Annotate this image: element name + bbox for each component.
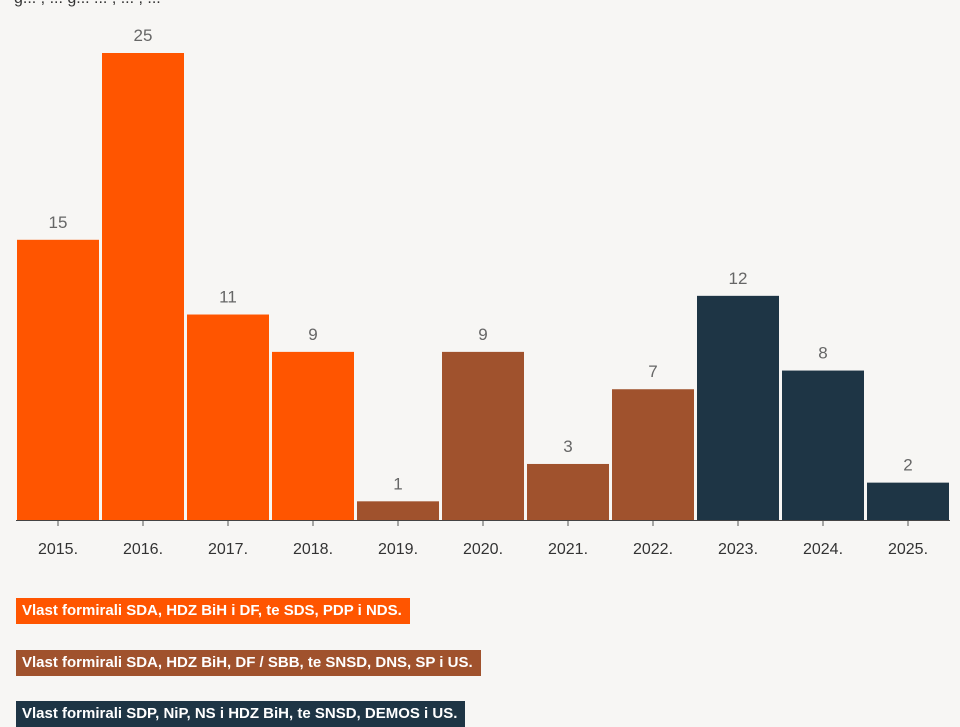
bar-2023 [697, 295, 779, 520]
legend-item-coalition-3: Vlast formirali SDP, NiP, NS i HDZ BiH, … [16, 701, 466, 727]
legend-item-coalition-2: Vlast formirali SDA, HDZ BiH, DF / SBB, … [16, 650, 481, 676]
legend-item-coalition-1: Vlast formirali SDA, HDZ BiH i DF, te SD… [16, 598, 410, 624]
value-label-2024: 8 [818, 344, 827, 363]
bar-2022 [612, 389, 694, 520]
bar-2021 [527, 463, 609, 520]
legend-label: Vlast formirali SDA, HDZ BiH, DF / SBB, … [22, 654, 473, 671]
bar-2016 [102, 53, 184, 520]
x-tick-label-2018: 2018. [293, 541, 333, 558]
value-label-2018: 9 [308, 325, 317, 344]
value-label-2019: 1 [393, 474, 402, 493]
bar-2018 [272, 351, 354, 520]
x-tick-label-2015: 2015. [38, 541, 78, 558]
value-label-2015: 15 [49, 213, 68, 232]
value-label-2016: 25 [134, 26, 153, 45]
x-tick-label-2025: 2025. [888, 541, 928, 558]
value-label-2021: 3 [563, 437, 572, 456]
value-label-2025: 2 [903, 456, 912, 475]
x-tick-label-2019: 2019. [378, 541, 418, 558]
value-label-2022: 7 [648, 362, 657, 381]
value-label-2020: 9 [478, 325, 487, 344]
bar-2020 [442, 351, 524, 520]
x-tick-label-2017: 2017. [208, 541, 248, 558]
bar-2024 [782, 370, 864, 520]
value-label-2017: 11 [219, 288, 237, 307]
x-tick-label-2024: 2024. [803, 541, 843, 558]
legend-label: Vlast formirali SDP, NiP, NS i HDZ BiH, … [22, 705, 458, 722]
bar-2015 [17, 239, 99, 521]
x-tick-label-2020: 2020. [463, 541, 503, 558]
value-label-2023: 12 [729, 269, 748, 288]
x-tick-label-2023: 2023. [718, 541, 758, 558]
x-tick-label-2016: 2016. [123, 541, 163, 558]
bar-2017 [187, 314, 269, 520]
bar-2019 [357, 501, 439, 520]
x-tick-label-2022: 2022. [633, 541, 673, 558]
bar-2025 [867, 482, 949, 520]
bar-chart-svg: 15 2015. 25 2016. 11 2017. 9 2018. 1 2019. 9 2020. 3… [16, 26, 950, 558]
legend-label: Vlast formirali SDA, HDZ BiH i DF, te SD… [22, 602, 402, 619]
x-tick-label-2021: 2021. [548, 541, 588, 558]
header-fragment: g... , ... g... ... , ... , ... [14, 0, 161, 8]
